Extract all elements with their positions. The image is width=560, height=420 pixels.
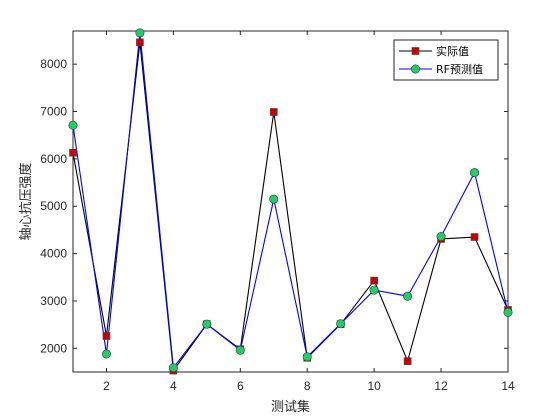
series-1-point-10 xyxy=(369,285,379,295)
series-1-point-5 xyxy=(202,319,212,329)
x-axis-ticks: 2 4 6 8 10 12 14 xyxy=(103,31,515,393)
legend-box xyxy=(393,39,499,81)
x-tick-label-4: 4 xyxy=(170,379,177,393)
series-1-point-8 xyxy=(302,352,312,362)
y-tick-label-3000: 3000 xyxy=(40,294,67,308)
legend: 实际值 RF预测值 xyxy=(393,39,499,81)
y-tick-label-2000: 2000 xyxy=(40,341,67,355)
series-1-point-9 xyxy=(336,319,346,329)
series-0-point-13 xyxy=(470,233,479,241)
x-tick-label-10: 10 xyxy=(367,379,381,393)
series-1-point-3 xyxy=(135,28,145,38)
x-tick-label-12: 12 xyxy=(434,379,448,393)
x-tick-label-8: 8 xyxy=(304,379,311,393)
series-1-point-2 xyxy=(101,349,111,359)
series-1-point-7 xyxy=(269,194,279,204)
series-1-point-11 xyxy=(403,291,413,301)
y-axis-label: 轴心抗压强度 xyxy=(18,162,34,240)
legend-label-rf: RF预测值 xyxy=(436,63,483,76)
series-line-0 xyxy=(72,42,509,373)
series-0-point-7 xyxy=(269,108,278,116)
series-0-point-2 xyxy=(102,332,111,340)
y-tick-label-4000: 4000 xyxy=(40,247,67,261)
series-1-point-6 xyxy=(235,345,245,355)
series-1-point-1 xyxy=(68,120,78,130)
legend-marker-actual xyxy=(411,47,420,55)
series-1-point-12 xyxy=(436,232,446,242)
x-axis-label: 测试集 xyxy=(271,399,310,415)
legend-label-actual: 实际值 xyxy=(436,44,469,58)
series-1-point-14 xyxy=(503,307,513,317)
legend-marker-rf xyxy=(410,64,420,74)
series-layer xyxy=(68,28,513,375)
y-tick-label-7000: 7000 xyxy=(40,105,67,119)
y-tick-label-8000: 8000 xyxy=(40,57,67,71)
series-0-point-1 xyxy=(69,148,77,157)
y-axis-ticks: 2000 3000 4000 5000 6000 7000 8000 xyxy=(40,57,508,355)
series-line-1 xyxy=(72,32,509,370)
x-tick-label-6: 6 xyxy=(237,379,244,393)
series-0-point-11 xyxy=(403,357,412,365)
plot-area xyxy=(72,30,509,373)
series-1-point-4 xyxy=(168,363,178,373)
y-tick-label-5000: 5000 xyxy=(40,199,67,213)
x-tick-label-14: 14 xyxy=(501,379,515,393)
series-0-point-3 xyxy=(136,38,144,47)
x-tick-label-2: 2 xyxy=(103,379,110,393)
series-0-point-10 xyxy=(370,276,378,285)
series-1-point-13 xyxy=(470,168,480,178)
y-tick-label-6000: 6000 xyxy=(40,152,67,166)
